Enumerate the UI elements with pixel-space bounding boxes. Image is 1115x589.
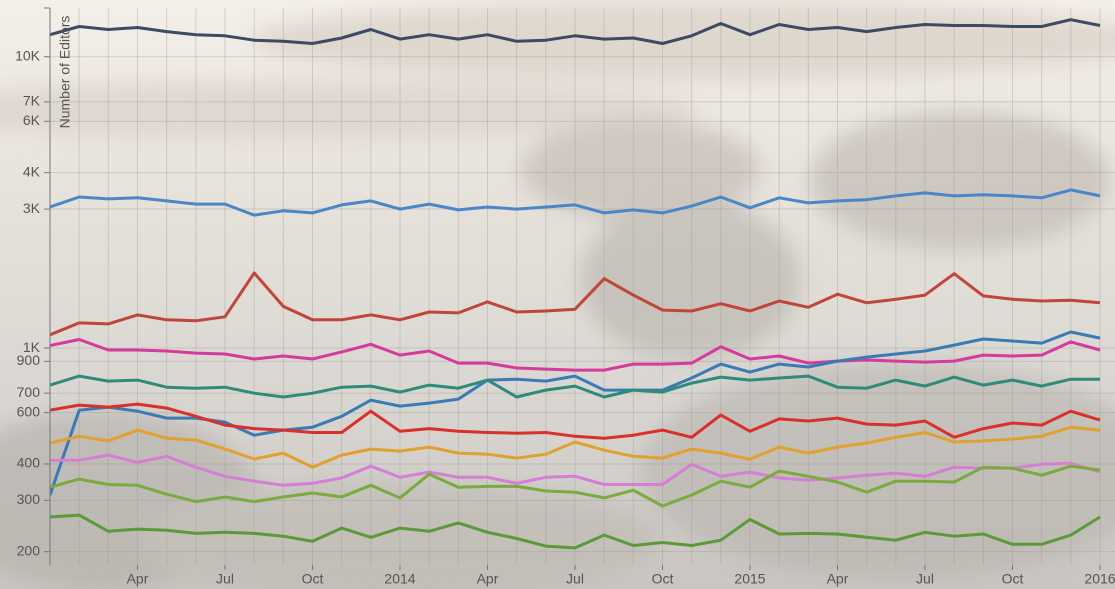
y-tick-label: 900 [17, 352, 41, 368]
x-tick-label: Oct [302, 571, 324, 587]
series-line [50, 425, 1101, 469]
x-tick-label: 2014 [384, 571, 415, 587]
y-tick-label: 6K [23, 112, 41, 128]
y-tick-label: 300 [17, 491, 41, 507]
series-line [50, 402, 1101, 440]
y-tick-label: 10K [15, 47, 41, 63]
series-line [50, 188, 1101, 217]
x-tick-label: 2016 [1084, 571, 1115, 587]
x-tick-label: Apr [127, 571, 149, 587]
x-tick-label: Apr [477, 571, 499, 587]
plot-area [50, 18, 1101, 550]
y-tick-label: 400 [17, 455, 41, 471]
series-line [50, 464, 1101, 508]
y-axis-title: Number of Editors [57, 16, 73, 129]
series-line [50, 338, 1101, 372]
series-line [50, 513, 1101, 550]
y-tick-label: 200 [17, 542, 41, 558]
series-line [50, 330, 1101, 496]
x-tick-label: Jul [216, 571, 234, 587]
x-tick-label: Jul [916, 571, 934, 587]
y-tick-label: 4K [23, 163, 41, 179]
y-tick-label: 1K [23, 339, 41, 355]
grid [50, 8, 1115, 565]
y-tick-label: 7K [23, 93, 41, 109]
x-tick-label: Jul [566, 571, 584, 587]
y-tick-label: 600 [17, 403, 41, 419]
y-tick-label: 3K [23, 200, 41, 216]
series-line [50, 18, 1101, 45]
y-tick-label: 700 [17, 384, 41, 400]
series-line [50, 374, 1100, 399]
x-tick-label: 2015 [734, 571, 765, 587]
series-line [50, 271, 1101, 337]
x-tick-label: Oct [1002, 571, 1024, 587]
x-tick-label: Oct [652, 571, 674, 587]
x-tick-label: Apr [827, 571, 849, 587]
series-line [50, 453, 1101, 487]
